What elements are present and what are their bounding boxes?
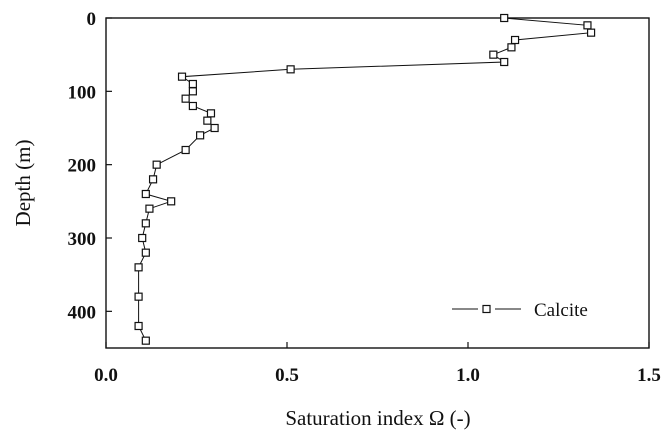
y-axis-label: Depth (m): [11, 140, 35, 227]
data-point: [210, 123, 219, 133]
legend: Calcite: [452, 300, 588, 321]
x-tick-label: 0.5: [275, 365, 299, 386]
data-point: [152, 160, 161, 169]
data-point: [507, 43, 516, 52]
plot-axes: [105, 17, 650, 349]
data-point: [134, 263, 143, 272]
x-tick-label: 1.5: [637, 365, 661, 386]
plot-frame: [105, 17, 650, 349]
data-point: [188, 79, 197, 89]
x-tick-label: 0.0: [94, 365, 118, 386]
data-point: [145, 204, 154, 213]
data-point: [181, 94, 190, 103]
data-point: [141, 219, 150, 228]
y-tick-label: 400: [68, 302, 97, 323]
data-point: [141, 336, 150, 345]
data-point: [177, 72, 187, 81]
series-calcite: [134, 13, 596, 345]
data-point: [586, 28, 596, 37]
data-point: [500, 13, 509, 23]
x-axis-ticks: 0.0 0.5 1.0 1.5: [94, 342, 661, 386]
data-point: [148, 175, 158, 184]
x-axis-label: Saturation index Ω (-): [285, 406, 470, 430]
series-line-calcite: [138, 17, 592, 341]
data-point: [489, 50, 498, 59]
y-axis-ticks: 0 100 200 300 400: [68, 9, 112, 323]
data-point: [141, 189, 150, 199]
data-point: [583, 21, 592, 30]
data-point: [188, 101, 197, 111]
data-point: [181, 145, 190, 155]
data-point: [500, 57, 509, 67]
legend-marker: [482, 304, 491, 314]
data-point: [134, 292, 143, 301]
data-point: [206, 109, 216, 118]
data-point: [138, 233, 147, 243]
data-point: [196, 131, 205, 140]
x-tick-label: 1.0: [456, 365, 480, 386]
data-point: [167, 197, 176, 206]
data-point: [510, 35, 520, 45]
y-tick-label: 300: [68, 229, 97, 250]
data-point: [188, 87, 197, 96]
data-point: [141, 248, 150, 257]
y-tick-label: 100: [68, 82, 97, 103]
legend-label-calcite: Calcite: [534, 300, 588, 321]
data-point: [203, 116, 212, 125]
data-point: [134, 321, 143, 331]
data-point: [286, 65, 295, 74]
y-tick-label: 200: [68, 156, 97, 177]
y-tick-label: 0: [87, 9, 97, 30]
